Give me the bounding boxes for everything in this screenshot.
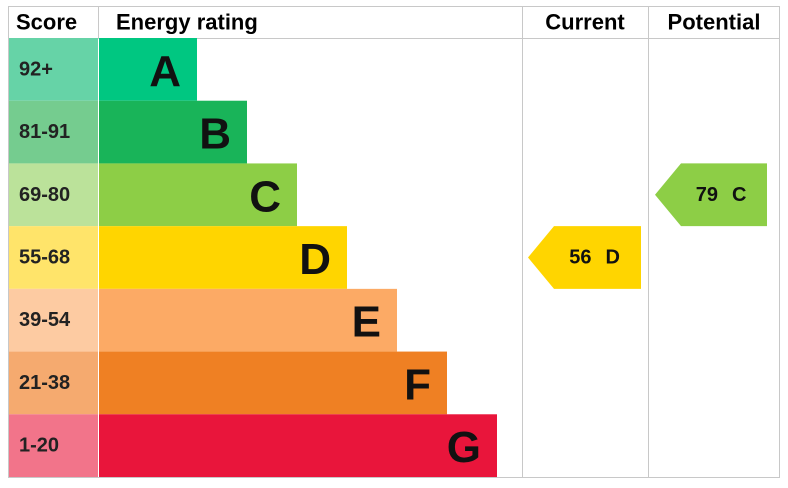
score-cell — [9, 351, 98, 415]
current-arrow — [528, 226, 641, 289]
score-cell — [9, 226, 98, 289]
potential-arrow — [655, 163, 767, 227]
header-current: Current — [545, 10, 625, 35]
rating-letter: F — [404, 360, 431, 409]
rating-bar — [99, 100, 247, 164]
potential-value: 79 — [696, 184, 718, 206]
header-potential: Potential — [668, 10, 761, 35]
rating-letter: E — [352, 298, 381, 347]
score-label: 39-54 — [19, 309, 71, 331]
score-cell — [9, 100, 98, 164]
rating-bar — [99, 351, 447, 415]
current-letter: D — [606, 247, 620, 269]
score-cell — [9, 288, 98, 352]
score-label: 1-20 — [19, 435, 59, 457]
rating-letter: B — [199, 110, 231, 159]
grid — [8, 6, 780, 478]
score-cell — [9, 414, 98, 477]
current-value: 56 — [569, 247, 591, 269]
rating-letter: C — [249, 172, 281, 221]
score-cell — [9, 38, 98, 101]
rating-bar — [99, 288, 397, 352]
score-label: 92+ — [19, 58, 53, 80]
rating-bar — [99, 163, 297, 227]
header-rating: Energy rating — [116, 10, 258, 35]
score-label: 69-80 — [19, 184, 70, 206]
score-label: 21-38 — [19, 372, 70, 394]
rating-bar — [99, 226, 347, 289]
rating-bar — [99, 414, 497, 477]
rating-letter: G — [447, 423, 481, 472]
rating-bar — [99, 38, 197, 101]
rating-letter: D — [299, 235, 331, 284]
score-cell — [9, 163, 98, 227]
potential-letter: C — [732, 184, 746, 206]
rating-letter: A — [149, 47, 181, 96]
score-label: 81-91 — [19, 121, 70, 143]
score-label: 55-68 — [19, 247, 70, 269]
header-score: Score — [16, 10, 77, 35]
